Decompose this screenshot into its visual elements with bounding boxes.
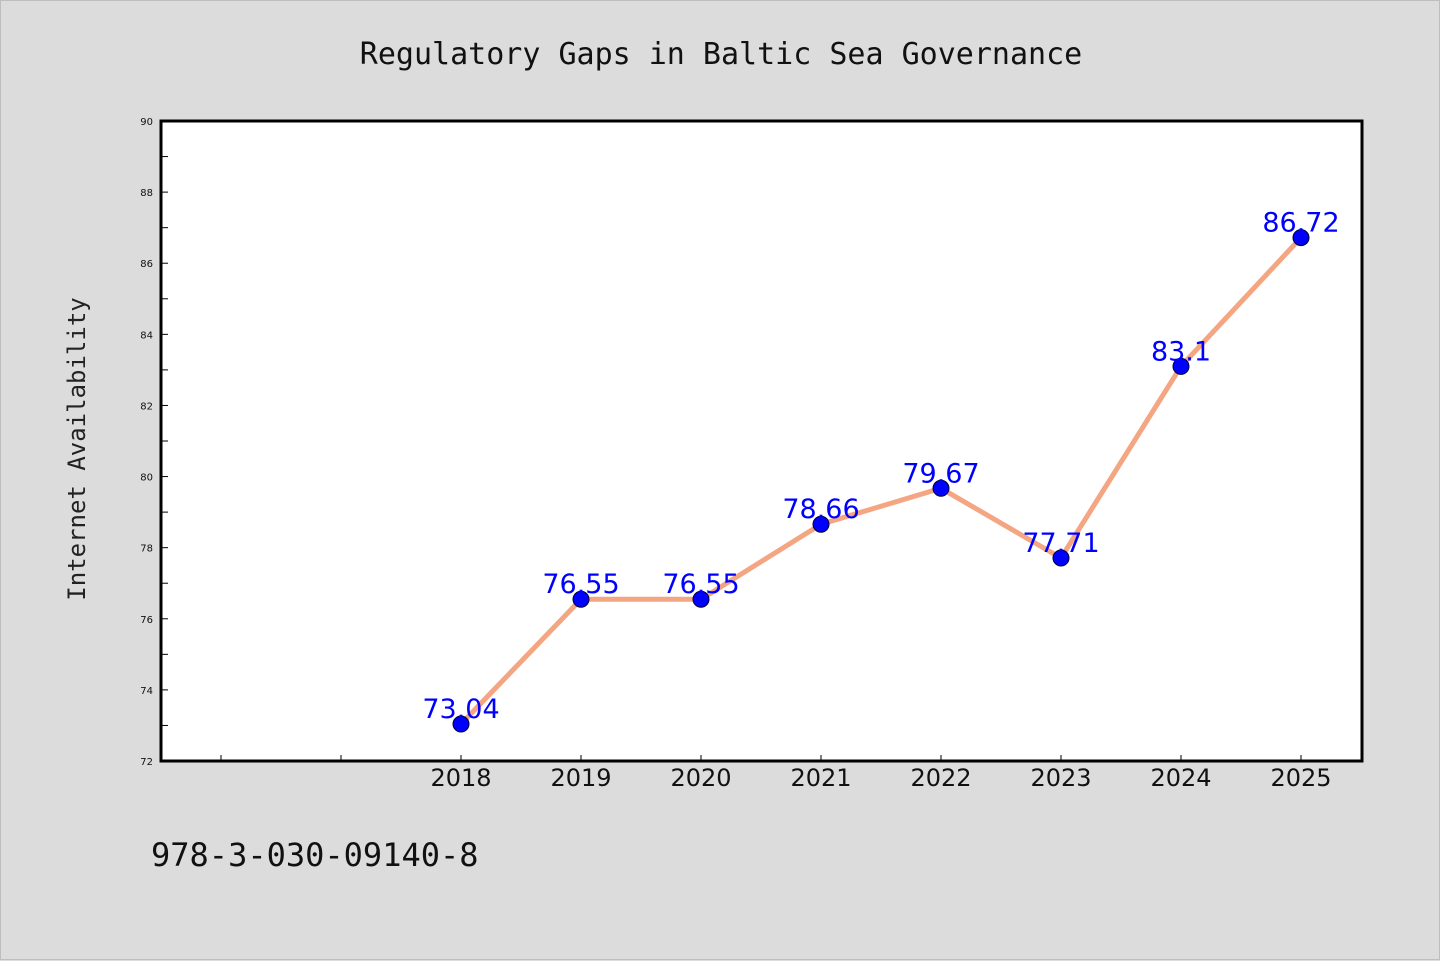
x-tick-label: 2022 <box>910 764 971 792</box>
y-tick-label: 74 <box>140 686 153 697</box>
data-label-2025: 86.72 <box>1262 208 1339 239</box>
isbn-footnote: 978-3-030-09140-8 <box>151 836 479 874</box>
data-point-2025 <box>1292 229 1310 247</box>
y-tick-label: 90 <box>140 117 153 128</box>
y-tick-label: 88 <box>140 188 153 199</box>
data-point-2022 <box>932 479 950 497</box>
y-tick-label: 84 <box>140 330 153 341</box>
y-axis: 72 74 76 78 80 82 84 86 88 90 <box>140 117 168 768</box>
data-label-2024: 83.1 <box>1151 336 1211 367</box>
y-tick-label: 82 <box>140 401 153 412</box>
data-label-2019: 76.55 <box>542 569 619 600</box>
data-series <box>452 229 1310 733</box>
x-axis: 2018 2019 2020 2021 2022 2023 2024 2025 <box>220 755 1332 792</box>
y-tick-label: 78 <box>140 544 153 555</box>
y-tick-label: 72 <box>140 757 153 768</box>
x-tick-label: 2025 <box>1270 764 1331 792</box>
x-tick-label: 2024 <box>1150 764 1211 792</box>
data-point-2021 <box>812 515 830 533</box>
data-label-2020: 76.55 <box>662 569 739 600</box>
data-point-2020 <box>692 590 710 608</box>
x-tick-label: 2021 <box>790 764 851 792</box>
y-tick-label: 80 <box>140 473 153 484</box>
data-label-2023: 77.71 <box>1022 528 1099 559</box>
data-point-2024 <box>1172 357 1190 375</box>
data-point-2018 <box>452 715 470 733</box>
data-label-2018: 73.04 <box>422 694 499 725</box>
y-tick-label: 86 <box>140 259 153 270</box>
y-axis-label: Internet Availability <box>63 297 91 600</box>
data-label-2021: 78.66 <box>782 494 859 525</box>
chart-title: Regulatory Gaps in Baltic Sea Governance <box>360 37 1082 72</box>
x-tick-label: 2019 <box>550 764 611 792</box>
x-tick-label: 2023 <box>1030 764 1091 792</box>
plot-area <box>159 119 1364 763</box>
data-point-2023 <box>1052 549 1070 567</box>
data-labels: 73.04 76.55 76.55 78.66 79.67 77.71 83.1 86.72 <box>422 208 1339 725</box>
series-line <box>458 235 1304 727</box>
data-point-2019 <box>572 590 590 608</box>
data-label-2022: 79.67 <box>902 458 979 489</box>
x-tick-label: 2018 <box>430 764 491 792</box>
y-tick-label: 76 <box>140 615 153 626</box>
x-tick-label: 2020 <box>670 764 731 792</box>
